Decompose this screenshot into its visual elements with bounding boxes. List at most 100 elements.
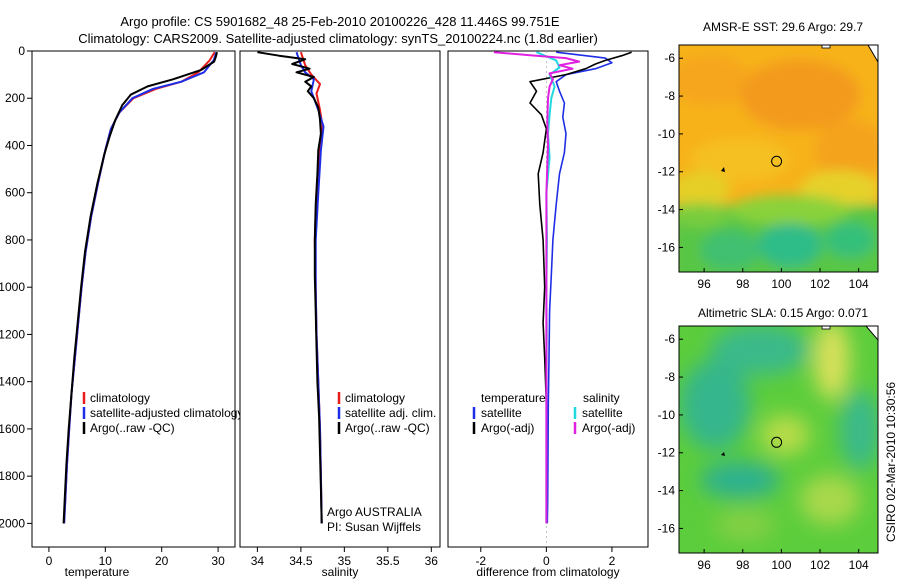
diff-legend-temp-sat-label: satellite — [481, 406, 522, 420]
y-tick-label: 1600 — [0, 422, 25, 436]
legend-satellite-label: satellite-adjusted climatology — [90, 406, 243, 420]
sst-float-track-mark — [721, 167, 725, 172]
sla-float-track-mark — [721, 452, 725, 456]
sst-map-title: AMSR-E SST: 29.6 Argo: 29.7 — [703, 20, 863, 34]
diff-legend-temp-argo-label: Argo(-adj) — [481, 421, 534, 435]
map-x-tick-label: 104 — [849, 277, 869, 291]
map-y-tick-label: -6 — [664, 51, 675, 65]
map-y-tick-label: -16 — [658, 240, 676, 254]
argo-pi-label: PI: Susan Wijffels — [327, 520, 421, 534]
x-tick-label: 30 — [211, 554, 225, 568]
y-tick-label: 400 — [5, 138, 25, 152]
series-line-temperature-satellite — [546, 51, 613, 524]
map-y-tick-label: -8 — [664, 370, 675, 384]
difference-panel: -2 0 2 difference from climatology tempera… — [447, 50, 649, 579]
sla-blobs — [680, 326, 878, 540]
y-tick-label: 200 — [5, 91, 25, 105]
salinity-legend: climatology satellite adj. clim. Argo(..… — [337, 391, 436, 435]
sla-argo-marker — [771, 436, 783, 448]
salinity-xlabel: salinity — [322, 565, 359, 579]
difference-lines — [493, 51, 632, 524]
map-x-tick-label: 100 — [771, 558, 791, 572]
sla-land-patch — [865, 326, 878, 341]
salinity-axes-frame — [239, 50, 441, 548]
map-y-tick-label: -14 — [658, 484, 676, 498]
map-y-tick-label: -10 — [658, 408, 676, 422]
temperature-lines — [62, 51, 218, 524]
map-y-tick-label: -12 — [658, 165, 676, 179]
y-tick-label: 0 — [18, 44, 25, 58]
y-tick-label: 600 — [5, 186, 25, 200]
y-tick-label: 1400 — [0, 375, 25, 389]
x-tick-label: 35 — [338, 554, 352, 568]
map-y-tick-label: -16 — [658, 521, 676, 535]
difference-legend: temperature salinity satellite Argo(-adj… — [472, 391, 635, 435]
legend-argo-label: Argo(..raw -QC) — [90, 421, 175, 435]
diff-legend-temp-title: temperature — [481, 391, 546, 405]
temperature-axes-frame — [31, 50, 236, 548]
x-tick-label: 35.5 — [376, 554, 400, 568]
salinity-lines — [257, 51, 325, 524]
y-tick-label: 1800 — [0, 469, 25, 483]
sst-map-ticks: 96 98 100 102 104 -6 -8 -10 -12 -14 -16 — [658, 51, 869, 291]
sal-legend-climatology-label: climatology — [345, 391, 405, 405]
diff-legend-sal-title: salinity — [583, 391, 620, 405]
x-tick-label: 10 — [99, 554, 113, 568]
sla-map-ticks: 96 98 100 102 104 -6 -8 -10 -12 -14 -16 — [658, 332, 869, 572]
map-y-tick-label: -8 — [664, 89, 675, 103]
x-tick-label: 34 — [251, 554, 265, 568]
map-x-tick-label: 102 — [810, 277, 830, 291]
sla-field — [679, 326, 878, 553]
csiro-timestamp: CSIRO 02-Mar-2010 10:30:56 — [884, 382, 898, 542]
legend-climatology-label: climatology — [90, 391, 150, 405]
map-x-tick-label: 102 — [810, 558, 830, 572]
map-y-tick-label: -12 — [658, 446, 676, 460]
figure-title-line1: Argo profile: CS 5901682_48 25-Feb-2010 … — [120, 14, 560, 29]
difference-ticks: -2 0 2 — [475, 51, 616, 568]
x-tick-label: 34.5 — [289, 554, 313, 568]
diff-legend-sal-sat-label: satellite — [582, 406, 623, 420]
x-tick-label: 36 — [425, 554, 439, 568]
series-line-temperature-argo-adj- — [529, 51, 632, 524]
sal-legend-argo-label: Argo(..raw -QC) — [345, 421, 430, 435]
argo-program-label: Argo AUSTRALIA — [327, 505, 422, 519]
map-x-tick-label: 96 — [697, 558, 711, 572]
sst-blobs — [679, 55, 878, 272]
temperature-ticks: 0 10 20 30 0 200 400 600 800 1000 1200 1400 1600 1800… — [0, 44, 225, 568]
difference-xlabel: difference from climatology — [476, 565, 619, 579]
sst-map-panel: AMSR-E SST: 29.6 Argo: 29.7 — [658, 20, 879, 291]
salinity-ticks: 34 34.5 35 35.5 36 — [251, 547, 439, 568]
figure-title-line2: Climatology: CARS2009. Satellite-adjuste… — [78, 31, 598, 46]
series-line-argo-raw-qc- — [62, 51, 218, 524]
map-x-tick-label: 100 — [771, 277, 791, 291]
temperature-xlabel: temperature — [65, 565, 130, 579]
x-tick-label: 20 — [155, 554, 169, 568]
sla-map-frame — [678, 325, 879, 554]
y-tick-label: 2000 — [0, 516, 25, 530]
sst-land-patch — [867, 45, 878, 63]
series-line-argo-raw-qc- — [257, 51, 323, 524]
map-y-tick-label: -10 — [658, 127, 676, 141]
map-x-tick-label: 98 — [736, 277, 750, 291]
map-x-tick-label: 104 — [849, 558, 869, 572]
sla-map-panel: Altimetric SLA: 0.15 Argo: 0.071 96 98 100 — [658, 306, 879, 572]
map-x-tick-label: 96 — [697, 277, 711, 291]
x-tick-label: 0 — [46, 554, 53, 568]
x-tick-label: 2 — [609, 554, 616, 568]
sla-map-title: Altimetric SLA: 0.15 Argo: 0.071 — [698, 306, 868, 320]
map-x-tick-label: 98 — [736, 558, 750, 572]
sst-map-frame — [678, 44, 879, 273]
sal-legend-satellite-label: satellite adj. clim. — [345, 406, 436, 420]
temperature-legend: climatology satellite-adjusted climatolo… — [82, 391, 243, 435]
y-tick-label: 1200 — [0, 327, 25, 341]
y-tick-label: 800 — [5, 233, 25, 247]
salinity-panel: 34 34.5 35 35.5 36 salinity climatology sate… — [239, 50, 441, 579]
diff-legend-sal-argo-label: Argo(-adj) — [582, 421, 635, 435]
map-y-tick-label: -6 — [664, 332, 675, 346]
y-tick-label: 1000 — [0, 280, 25, 294]
x-tick-label: 0 — [543, 554, 550, 568]
sst-argo-marker — [771, 155, 783, 167]
series-line-salinity-argo-adj- — [493, 51, 581, 524]
x-tick-label: -2 — [475, 554, 486, 568]
